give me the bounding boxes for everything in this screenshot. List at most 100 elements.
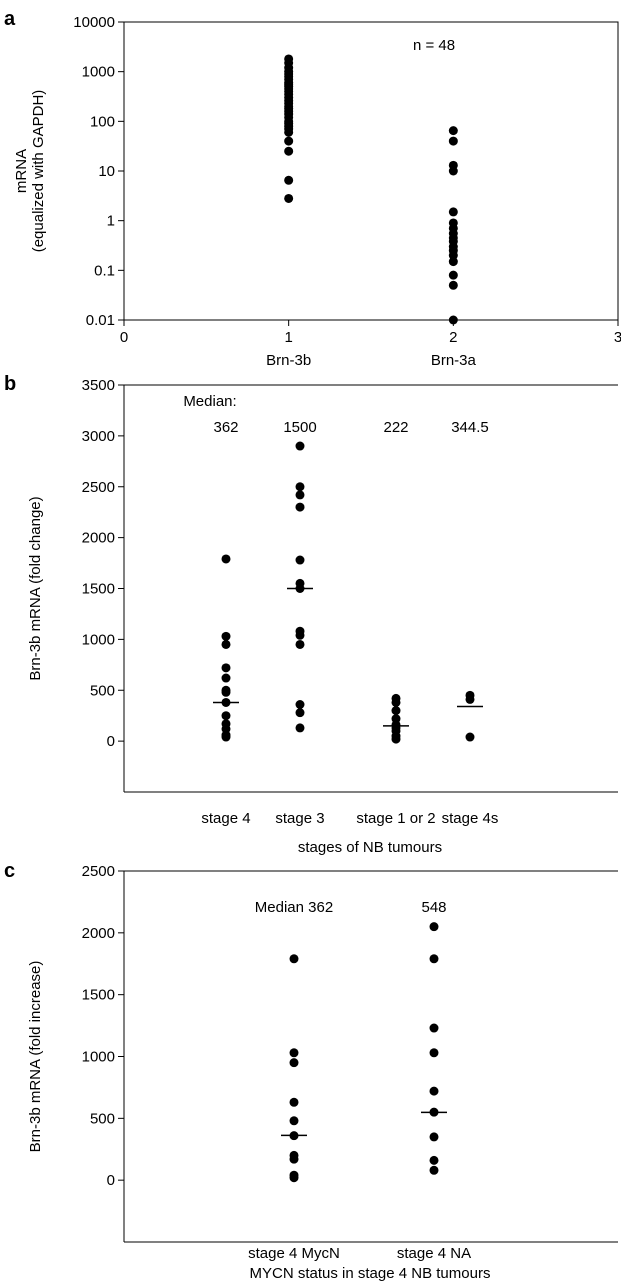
data-point xyxy=(284,127,294,137)
panel-letter: b xyxy=(4,373,16,395)
panel-a: a 0.01 0.1 1 10 100 1000 10000 0 1 2 3 Brn-3b Brn-3a m… xyxy=(4,8,621,369)
data-point xyxy=(295,482,305,492)
median-label: 1500 xyxy=(283,419,316,436)
median-label: 222 xyxy=(383,419,408,436)
data-point xyxy=(448,136,458,146)
category-label: stage 4 MycN xyxy=(248,1245,340,1262)
data-point xyxy=(284,146,294,156)
data-point xyxy=(289,1097,299,1107)
data-point xyxy=(295,708,305,718)
data-point xyxy=(284,175,294,185)
data-point xyxy=(289,1173,299,1183)
panel-c: c 0 500 1000 1500 2000 2500 Brn-3b mRNA (fold i… xyxy=(4,860,618,1282)
data-point xyxy=(289,1116,299,1126)
data-point xyxy=(429,1048,439,1058)
x-tick-label: 0 xyxy=(120,329,128,346)
data-point xyxy=(448,280,458,290)
y-tick-label: 1000 xyxy=(82,64,115,81)
y-tick-label: 1000 xyxy=(82,631,115,648)
data-point xyxy=(465,732,475,742)
data-point xyxy=(295,502,305,512)
data-point xyxy=(391,734,401,744)
y-tick-label: 2500 xyxy=(82,479,115,496)
data-point xyxy=(289,1058,299,1068)
plot-frame xyxy=(123,21,619,321)
data-point xyxy=(295,630,305,640)
y-axis-label: mRNA(equalized with GAPDH) xyxy=(13,90,47,253)
data-point xyxy=(221,711,231,721)
panel-letter: c xyxy=(4,860,15,882)
data-point xyxy=(295,441,305,451)
data-point xyxy=(221,673,231,683)
data-point xyxy=(295,555,305,565)
panel-b: b 0 500 1000 1500 2000 2500 3000 3500 Brn-3b mRNA… xyxy=(4,373,618,856)
data-point xyxy=(465,694,475,704)
data-point xyxy=(448,270,458,280)
y-tick-label: 2000 xyxy=(82,925,115,942)
median-label: 344.5 xyxy=(451,419,489,436)
data-point xyxy=(289,1048,299,1058)
y-tick-label: 10 xyxy=(98,163,115,180)
y-tick-label: 2000 xyxy=(82,530,115,547)
x-tick-label: 3 xyxy=(614,329,621,346)
y-tick-label: 3000 xyxy=(82,428,115,445)
y-tick-label: 2500 xyxy=(82,863,115,880)
y-tick-label: 1500 xyxy=(82,987,115,1004)
data-point xyxy=(295,699,305,709)
data-point xyxy=(221,639,231,649)
x-axis-label: MYCN status in stage 4 NB tumours xyxy=(250,1265,491,1282)
y-tick-label: 500 xyxy=(90,1110,115,1127)
x-tick-label: 1 xyxy=(284,329,292,346)
data-point xyxy=(429,1023,439,1033)
data-point xyxy=(221,554,231,564)
median-title: Median: xyxy=(183,393,236,410)
x-tick-label: 2 xyxy=(449,329,457,346)
category-label: Brn-3a xyxy=(431,352,477,369)
data-point xyxy=(429,1165,439,1175)
y-axis-label: Brn-3b mRNA (fold change) xyxy=(27,496,44,680)
data-point xyxy=(221,663,231,673)
y-axis-label: Brn-3b mRNA (fold increase) xyxy=(27,961,44,1153)
x-axis-label: stages of NB tumours xyxy=(298,839,442,856)
category-label: stage 4s xyxy=(442,810,499,827)
category-label: stage 4 xyxy=(201,810,250,827)
data-point xyxy=(448,250,458,260)
data-point xyxy=(391,697,401,707)
data-point xyxy=(448,315,458,325)
y-axis-label-line: (equalized with GAPDH) xyxy=(30,90,47,253)
data-point xyxy=(448,257,458,267)
y-tick-label: 500 xyxy=(90,682,115,699)
data-point xyxy=(284,136,294,146)
data-point xyxy=(429,1086,439,1096)
data-point xyxy=(221,732,231,742)
data-point xyxy=(448,166,458,176)
data-point xyxy=(391,706,401,716)
data-point xyxy=(284,193,294,203)
data-point xyxy=(289,1154,299,1164)
data-point xyxy=(289,954,299,964)
median-label: Median 362 xyxy=(255,899,333,916)
data-point xyxy=(429,1132,439,1142)
y-tick-label: 3500 xyxy=(82,377,115,394)
data-point xyxy=(295,490,305,500)
category-label: stage 1 or 2 xyxy=(356,810,435,827)
y-tick-label: 0 xyxy=(107,1172,115,1189)
y-tick-label: 1500 xyxy=(82,581,115,598)
category-label: stage 3 xyxy=(275,810,324,827)
y-tick-label: 0 xyxy=(107,733,115,750)
y-tick-label: 0.01 xyxy=(86,312,115,329)
data-point xyxy=(221,631,231,641)
data-point xyxy=(429,954,439,964)
annotation: n = 48 xyxy=(413,37,455,54)
y-tick-label: 1000 xyxy=(82,1049,115,1066)
data-point xyxy=(429,922,439,932)
data-point xyxy=(295,723,305,733)
category-label: Brn-3b xyxy=(266,352,311,369)
median-label: 362 xyxy=(213,419,238,436)
y-tick-label: 0.1 xyxy=(94,262,115,279)
data-point xyxy=(221,687,231,697)
y-axis-label-line: mRNA xyxy=(13,149,30,193)
data-point xyxy=(429,1155,439,1165)
y-tick-label: 1 xyxy=(107,213,115,230)
